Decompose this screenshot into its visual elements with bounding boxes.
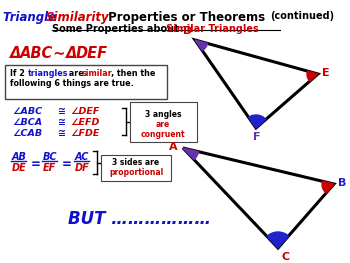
Text: If 2: If 2 — [10, 69, 28, 78]
Text: following 6 things are true.: following 6 things are true. — [10, 79, 134, 88]
Text: ≅: ≅ — [58, 107, 66, 116]
Text: are: are — [66, 69, 86, 78]
FancyBboxPatch shape — [101, 155, 171, 181]
Text: AC: AC — [75, 152, 89, 162]
Text: Some Properties about: Some Properties about — [52, 24, 182, 34]
Text: ∼: ∼ — [48, 46, 70, 61]
Text: , then the: , then the — [111, 69, 155, 78]
Wedge shape — [183, 148, 198, 160]
Text: E: E — [322, 68, 330, 78]
Text: AB: AB — [12, 152, 27, 162]
Text: =: = — [62, 158, 72, 171]
FancyBboxPatch shape — [5, 65, 167, 99]
Text: EF: EF — [43, 163, 56, 173]
Text: ≅: ≅ — [58, 118, 66, 127]
Text: 3 sides are: 3 sides are — [112, 158, 160, 167]
FancyBboxPatch shape — [130, 102, 197, 142]
Text: ≅: ≅ — [58, 129, 66, 138]
Text: congruent: congruent — [141, 130, 185, 139]
Text: A: A — [169, 142, 178, 152]
Text: ∠EFD: ∠EFD — [70, 118, 99, 127]
Text: (continued): (continued) — [270, 11, 334, 21]
Text: DEF: DEF — [76, 46, 108, 61]
Text: DE: DE — [12, 163, 27, 173]
Text: ABC: ABC — [20, 46, 53, 61]
Text: are: are — [156, 120, 170, 129]
Text: ∠FDE: ∠FDE — [70, 129, 99, 138]
Text: triangles: triangles — [28, 69, 69, 78]
Text: C: C — [282, 252, 290, 262]
Wedge shape — [267, 232, 288, 248]
Text: Triangle: Triangle — [3, 11, 60, 24]
Text: ∠CAB: ∠CAB — [12, 129, 42, 138]
Wedge shape — [195, 40, 208, 51]
Text: ∠DEF: ∠DEF — [70, 107, 99, 116]
Text: 3 angles: 3 angles — [145, 110, 181, 119]
Text: ∠BCA: ∠BCA — [12, 118, 42, 127]
Text: proportional: proportional — [109, 168, 163, 177]
Text: Similar Triangles: Similar Triangles — [166, 24, 259, 34]
Text: similar: similar — [82, 69, 113, 78]
Text: ∠ABC: ∠ABC — [12, 107, 42, 116]
Text: D: D — [183, 26, 192, 36]
Text: BUT ………………: BUT ……………… — [68, 210, 211, 228]
Text: Similarity: Similarity — [46, 11, 110, 24]
Text: Properties or Theorems: Properties or Theorems — [104, 11, 269, 24]
Text: DF: DF — [75, 163, 90, 173]
Text: Δ: Δ — [10, 46, 21, 61]
Text: BC: BC — [43, 152, 57, 162]
Text: F: F — [253, 132, 261, 142]
Wedge shape — [322, 181, 334, 193]
Text: Δ: Δ — [66, 46, 77, 61]
Text: B: B — [338, 178, 346, 188]
Wedge shape — [248, 115, 266, 128]
Text: =: = — [31, 158, 41, 171]
Wedge shape — [307, 71, 318, 81]
